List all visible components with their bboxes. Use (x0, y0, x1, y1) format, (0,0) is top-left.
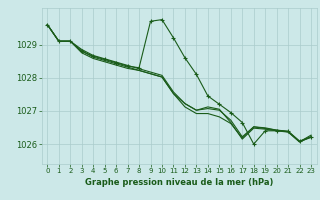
X-axis label: Graphe pression niveau de la mer (hPa): Graphe pression niveau de la mer (hPa) (85, 178, 273, 187)
